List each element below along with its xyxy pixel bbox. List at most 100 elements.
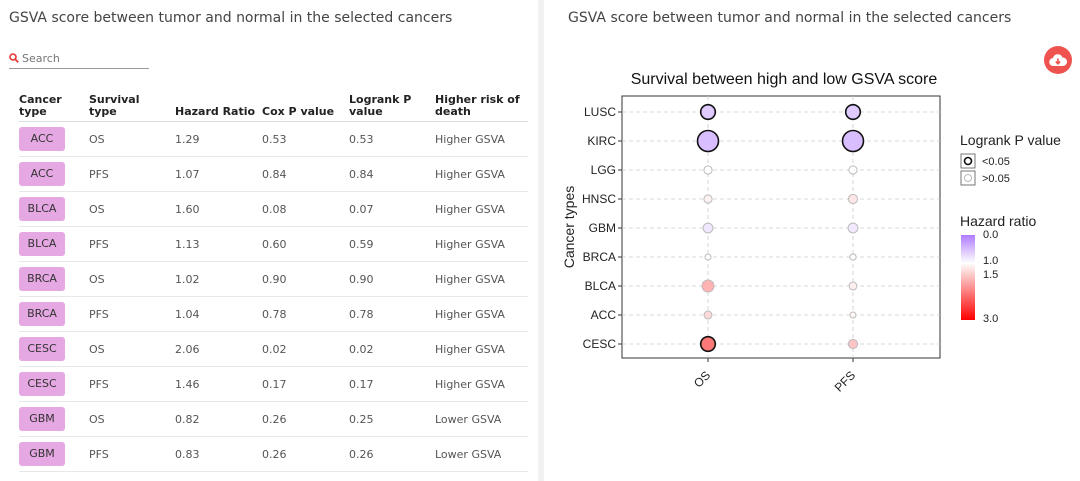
cell-logrank: 0.26 <box>349 436 435 472</box>
cell-cox: 0.08 <box>262 191 349 227</box>
legend-logrank-label: <0.05 <box>982 156 1010 168</box>
cell-risk: Higher GSVA <box>435 191 528 227</box>
plot-frame <box>621 95 941 359</box>
cell-cox: 0.17 <box>262 366 349 402</box>
y-tick-label: KIRC <box>587 134 616 148</box>
y-tick-label: HNSC <box>582 192 616 206</box>
data-point <box>849 311 857 319</box>
cell-hr: 1.13 <box>175 226 262 262</box>
cell-risk: Higher GSVA <box>435 366 528 402</box>
data-point <box>848 165 858 175</box>
cell-hr: 0.83 <box>175 436 262 472</box>
data-point <box>844 103 862 121</box>
table-row: BLCA PFS 1.13 0.60 0.59 Higher GSVA <box>19 226 528 262</box>
data-point <box>847 222 859 234</box>
cell-cox: 0.78 <box>262 296 349 332</box>
x-tick-label: PFS <box>832 368 858 394</box>
cell-hr: 2.06 <box>175 331 262 367</box>
cell-survival: OS <box>89 191 175 227</box>
search-input[interactable] <box>22 51 142 65</box>
cell-logrank: 0.59 <box>349 226 435 262</box>
cell-cancer-type: CESC <box>19 366 89 402</box>
data-point <box>703 165 713 175</box>
y-tick-label: BLCA <box>585 279 616 293</box>
cell-risk: Higher GSVA <box>435 226 528 262</box>
cell-risk: Higher GSVA <box>435 331 528 367</box>
data-point <box>847 338 859 350</box>
y-tick-label: LGG <box>591 163 616 177</box>
cancer-type-tag[interactable]: GBM <box>19 442 65 466</box>
cancer-type-tag[interactable]: BRCA <box>19 302 65 326</box>
panel-divider <box>538 0 544 481</box>
cell-hr: 1.29 <box>175 121 262 157</box>
data-point <box>699 335 717 353</box>
cancer-type-tag[interactable]: ACC <box>19 127 65 151</box>
cancer-type-tag[interactable]: BLCA <box>19 232 65 256</box>
data-point <box>703 310 713 320</box>
cell-cox: 0.60 <box>262 226 349 262</box>
data-point <box>703 194 713 204</box>
cell-cancer-type: CESC <box>19 331 89 367</box>
cancer-type-tag[interactable]: CESC <box>19 337 65 361</box>
legend-key-marker <box>963 156 973 166</box>
cancer-type-tag[interactable]: GBM <box>19 407 65 431</box>
cell-cancer-type: BRCA <box>19 296 89 332</box>
cell-cancer-type: ACC <box>19 156 89 192</box>
download-button[interactable] <box>1044 46 1072 74</box>
cell-risk: Higher GSVA <box>435 296 528 332</box>
cell-cox: 0.26 <box>262 401 349 437</box>
cell-survival: PFS <box>89 366 175 402</box>
legend-hr-colorbar <box>961 235 975 320</box>
cancer-type-tag[interactable]: ACC <box>19 162 65 186</box>
cell-logrank: 0.84 <box>349 156 435 192</box>
cell-hr: 1.02 <box>175 261 262 297</box>
cell-survival: PFS <box>89 296 175 332</box>
legend-hr-title: Hazard ratio <box>960 213 1036 229</box>
y-tick-label: GBM <box>589 221 616 235</box>
cancer-type-tag[interactable]: BLCA <box>19 197 65 221</box>
table-row: GBM OS 0.82 0.26 0.25 Lower GSVA <box>19 401 528 437</box>
col-header-cancer-type[interactable]: Cancer type <box>19 84 89 122</box>
col-header-survival-type[interactable]: Survival type <box>89 84 175 122</box>
cell-hr: 1.07 <box>175 156 262 192</box>
table-row: ACC PFS 1.07 0.84 0.84 Higher GSVA <box>19 156 528 192</box>
col-header-cox-p[interactable]: Cox P value <box>262 84 349 122</box>
cell-survival: OS <box>89 331 175 367</box>
cell-cox: 0.26 <box>262 436 349 472</box>
cell-risk: Lower GSVA <box>435 401 528 437</box>
cell-logrank: 0.17 <box>349 366 435 402</box>
cell-hr: 0.82 <box>175 401 262 437</box>
cell-logrank: 0.53 <box>349 121 435 157</box>
table-row: BRCA PFS 1.04 0.78 0.78 Higher GSVA <box>19 296 528 332</box>
y-tick-label: BRCA <box>583 250 616 264</box>
data-point <box>847 193 859 205</box>
cell-hr: 1.60 <box>175 191 262 227</box>
survival-table: Cancer type Survival type Hazard Ratio C… <box>19 84 528 472</box>
legend-hr-tick-label: 0.0 <box>983 229 998 241</box>
y-tick-label: ACC <box>591 308 617 322</box>
legend-hr-tick-label: 1.0 <box>983 255 998 267</box>
data-point <box>701 279 715 293</box>
chart-title: Survival between high and low GSVA score <box>631 71 938 88</box>
cell-survival: OS <box>89 261 175 297</box>
cell-logrank: 0.02 <box>349 331 435 367</box>
legend-hr-tick-label: 3.0 <box>983 313 998 325</box>
cancer-type-tag[interactable]: CESC <box>19 372 65 396</box>
x-tick-label: OS <box>691 368 713 390</box>
legend-logrank-title: Logrank P value <box>960 132 1061 148</box>
col-header-higher-risk[interactable]: Higher risk of death <box>435 84 528 122</box>
search-box[interactable] <box>9 48 149 69</box>
col-header-logrank-p[interactable]: Logrank P value <box>349 84 435 122</box>
cell-risk: Higher GSVA <box>435 121 528 157</box>
data-point <box>702 222 714 234</box>
cell-cancer-type: GBM <box>19 401 89 437</box>
cancer-type-tag[interactable]: BRCA <box>19 267 65 291</box>
y-tick-label: CESC <box>583 337 617 351</box>
right-panel: GSVA score between tumor and normal in t… <box>544 0 1080 481</box>
legend-logrank-label: >0.05 <box>982 173 1010 185</box>
cell-cox: 0.84 <box>262 156 349 192</box>
right-panel-title: GSVA score between tumor and normal in t… <box>568 10 1012 26</box>
cell-risk: Lower GSVA <box>435 436 528 472</box>
col-header-hazard-ratio[interactable]: Hazard Ratio <box>175 84 262 122</box>
data-point <box>848 281 858 291</box>
